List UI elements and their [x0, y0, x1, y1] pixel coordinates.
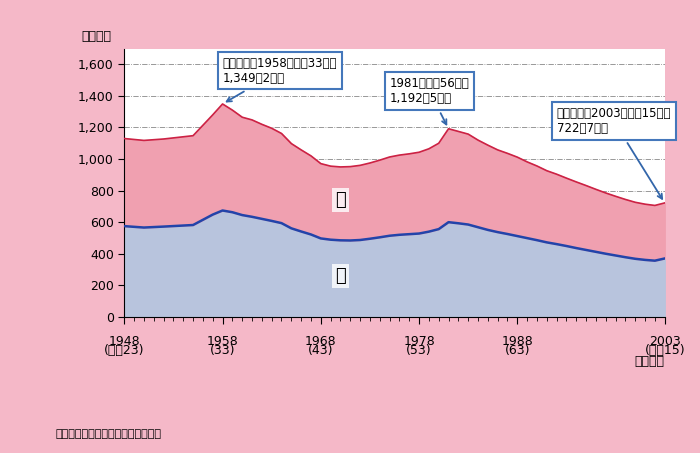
Text: 1948: 1948: [108, 335, 140, 348]
Text: 2003: 2003: [649, 335, 680, 348]
Text: 資料：文部科学省「学校基本調査」: 資料：文部科学省「学校基本調査」: [56, 429, 162, 439]
Text: （年度）: （年度）: [635, 355, 665, 368]
Text: 1988: 1988: [501, 335, 533, 348]
Text: 1981（昭和56）年
1,192万5千人: 1981（昭和56）年 1,192万5千人: [390, 77, 469, 125]
Text: 1958: 1958: [206, 335, 239, 348]
Text: (63): (63): [505, 344, 530, 357]
Text: 男: 男: [335, 267, 346, 285]
Text: 1968: 1968: [305, 335, 337, 348]
Text: 女: 女: [335, 191, 346, 209]
Text: (53): (53): [406, 344, 432, 357]
Text: 過去最高　1958（昭和33）年
1,349万2千人: 過去最高 1958（昭和33）年 1,349万2千人: [223, 57, 337, 101]
Text: （万人）: （万人）: [81, 30, 111, 43]
Text: (33): (33): [210, 344, 235, 357]
Text: 1978: 1978: [403, 335, 435, 348]
Text: (43): (43): [308, 344, 333, 357]
Text: (昭和23): (昭和23): [104, 344, 144, 357]
Text: 過去最低　2003（平成15）年
722万7千人: 過去最低 2003（平成15）年 722万7千人: [556, 107, 671, 199]
Text: (平成15): (平成15): [645, 344, 685, 357]
